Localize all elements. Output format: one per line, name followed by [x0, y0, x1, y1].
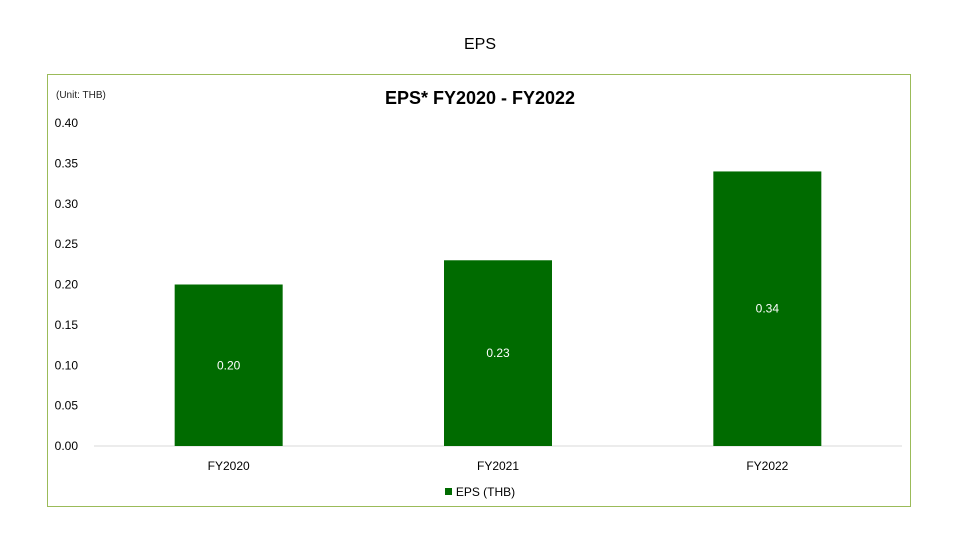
y-tick-label: 0.05	[55, 399, 79, 413]
legend-label: EPS (THB)	[455, 485, 516, 499]
chart-area: (Unit: THB) EPS* FY2020 - FY2022 0.00 0.0…	[47, 74, 911, 507]
unit-label: (Unit: THB)	[56, 90, 106, 101]
data-label: 0.23	[486, 346, 510, 360]
legend: EPS (THB)	[48, 485, 912, 499]
bar	[444, 260, 552, 446]
y-tick-label: 0.15	[55, 318, 79, 332]
data-label: 0.34	[756, 302, 780, 316]
y-tick-label: 0.20	[55, 278, 79, 292]
y-tick-label: 0.40	[55, 116, 79, 130]
data-label: 0.20	[217, 358, 241, 372]
legend-swatch	[444, 488, 452, 495]
y-tick-label: 0.10	[55, 358, 79, 372]
x-tick-label: FY2022	[746, 459, 788, 473]
x-tick-label: FY2020	[208, 459, 250, 473]
bar	[713, 171, 822, 446]
chart-title: EPS* FY2020 - FY2022	[384, 88, 576, 108]
y-tick-label: 0.30	[55, 197, 79, 211]
y-tick-label: 0.25	[55, 237, 79, 251]
y-tick-label: 0.35	[55, 156, 79, 170]
bar	[174, 284, 283, 446]
y-tick-label: 0.00	[55, 439, 79, 453]
x-tick-label: FY2021	[477, 459, 519, 473]
slide-title: EPS	[463, 36, 496, 53]
bar-chart: 0.00 0.05 0.10 0.15 0.20 0.25 0.30 0.35 0.40 0.20…	[55, 116, 902, 473]
